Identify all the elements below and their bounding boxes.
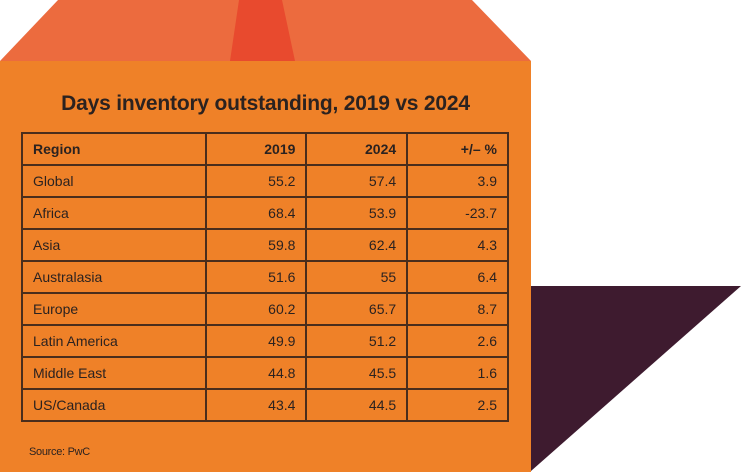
cell-change: 2.5: [406, 388, 509, 422]
table-row: Africa 68.4 53.9 -23.7: [21, 196, 509, 230]
cell-change: 4.3: [406, 228, 509, 262]
cell-region: Middle East: [21, 356, 207, 390]
header-2019: 2019: [204, 132, 308, 166]
box-shadow: [531, 286, 741, 471]
cell-2019: 68.4: [204, 196, 308, 230]
data-table: Region 2019 2024 +/– % Global 55.2 57.4 3.9…: [21, 132, 509, 422]
cell-2024: 44.5: [305, 388, 409, 422]
box-tape: [230, 0, 295, 61]
cell-2024: 65.7: [305, 292, 409, 326]
cell-region: Europe: [21, 292, 207, 326]
cell-2024: 57.4: [305, 164, 409, 198]
table-row: Global 55.2 57.4 3.9: [21, 164, 509, 198]
cell-change: 1.6: [406, 356, 509, 390]
header-region: Region: [21, 132, 207, 166]
header-2024: 2024: [305, 132, 409, 166]
cell-change: 8.7: [406, 292, 509, 326]
table-row: Latin America 49.9 51.2 2.6: [21, 324, 509, 358]
cell-2019: 55.2: [204, 164, 308, 198]
table-row: US/Canada 43.4 44.5 2.5: [21, 388, 509, 422]
table-row: Middle East 44.8 45.5 1.6: [21, 356, 509, 390]
cell-2024: 51.2: [305, 324, 409, 358]
table-row: Europe 60.2 65.7 8.7: [21, 292, 509, 326]
cell-2019: 49.9: [204, 324, 308, 358]
cell-region: US/Canada: [21, 388, 207, 422]
table-row: Asia 59.8 62.4 4.3: [21, 228, 509, 262]
table-header-row: Region 2019 2024 +/– %: [21, 132, 509, 166]
table-row: Australasia 51.6 55 6.4: [21, 260, 509, 294]
cell-2019: 43.4: [204, 388, 308, 422]
cell-region: Global: [21, 164, 207, 198]
cell-region: Africa: [21, 196, 207, 230]
cell-change: 3.9: [406, 164, 509, 198]
cell-change: 2.6: [406, 324, 509, 358]
source-note: Source: PwC: [29, 446, 90, 458]
table-title: Days inventory outstanding, 2019 vs 2024: [61, 92, 470, 115]
cell-2019: 44.8: [204, 356, 308, 390]
cell-change: -23.7: [406, 196, 509, 230]
cell-2019: 51.6: [204, 260, 308, 294]
cell-region: Asia: [21, 228, 207, 262]
cell-2019: 60.2: [204, 292, 308, 326]
header-change: +/– %: [406, 132, 509, 166]
cell-region: Australasia: [21, 260, 207, 294]
cell-2024: 55: [305, 260, 409, 294]
cell-2024: 53.9: [305, 196, 409, 230]
cell-2024: 62.4: [305, 228, 409, 262]
cell-2024: 45.5: [305, 356, 409, 390]
cell-region: Latin America: [21, 324, 207, 358]
cell-change: 6.4: [406, 260, 509, 294]
cell-2019: 59.8: [204, 228, 308, 262]
